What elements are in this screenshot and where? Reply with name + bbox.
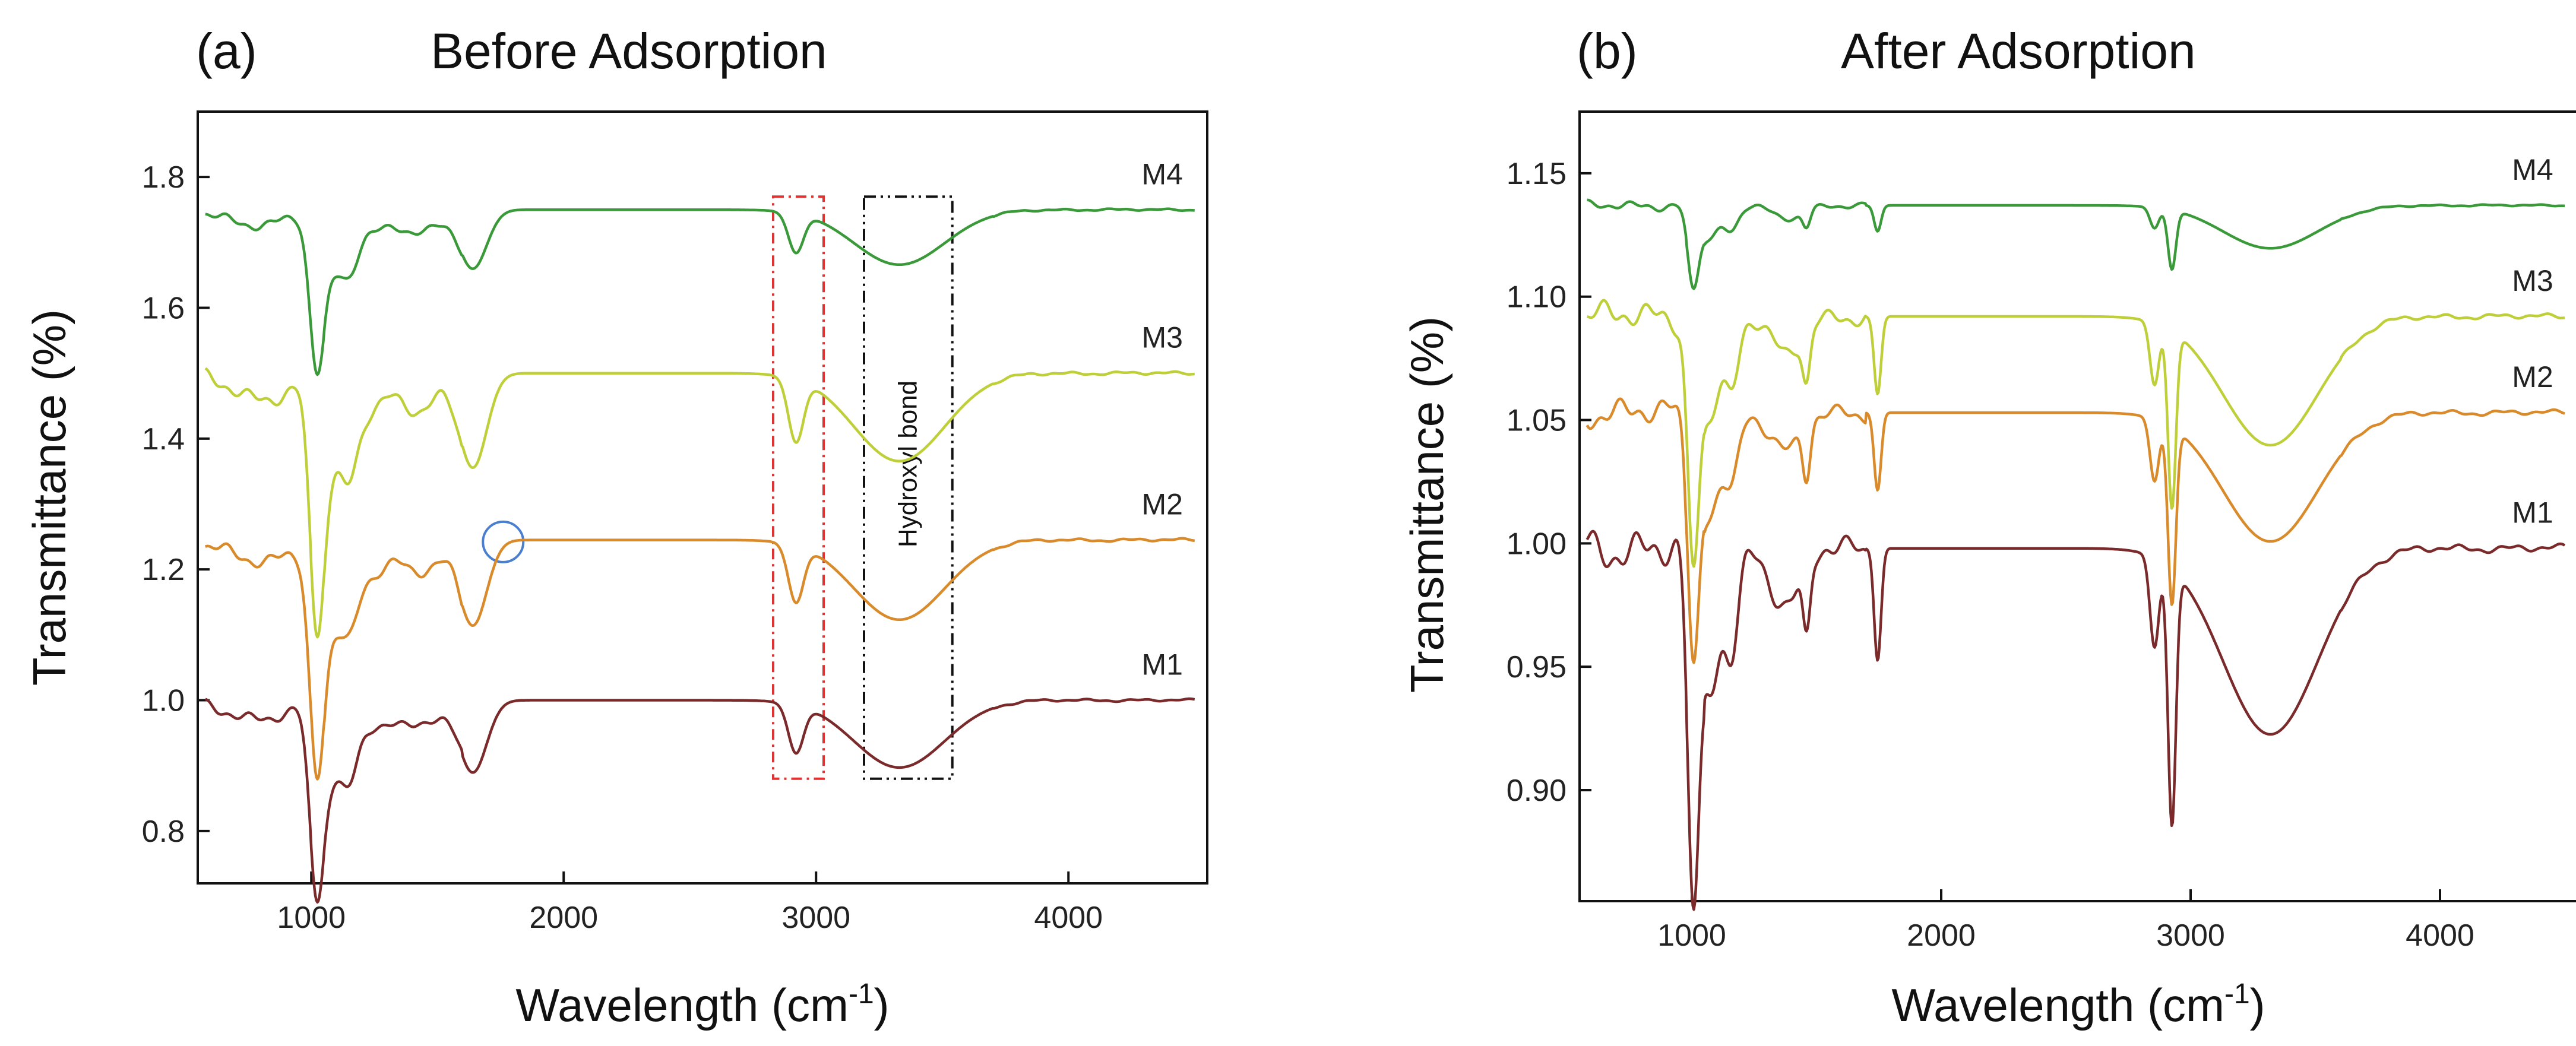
x-tick-label: 4000 — [1034, 901, 1103, 935]
series-label-m1: M1 — [2512, 496, 2553, 530]
plot-area-b: 1000 2000 3000 4000 0.90 0.95 1.00 1.05 1.10 1.15… — [1507, 153, 2566, 953]
series-label-m2: M2 — [2512, 360, 2553, 394]
x-tick-label: 3000 — [2156, 918, 2225, 953]
y-tick-label: 0.95 — [1507, 650, 1567, 684]
y-tick-label: 1.05 — [1507, 404, 1567, 438]
x-axis-title-b-sup: -1 — [2224, 978, 2250, 1010]
x-axis-title-a-sup: -1 — [849, 978, 874, 1010]
x-axis-title-b-text: Wavelength (cm — [1891, 979, 2224, 1031]
x-tick-label: 2000 — [1907, 918, 1976, 953]
panel-letter-a: (a) — [196, 23, 257, 79]
panel-title-b: After Adsorption — [1841, 23, 2196, 79]
x-axis-title-b: Wavelength (cm-1) — [1891, 978, 2265, 1031]
panel-after-adsorption: (b) After Adsorption 1000 2000 3000 4000 0.9… — [1401, 23, 2576, 1031]
panel-before-adsorption: (a) Before Adsorption 1000 2000 3000 4000 0.… — [23, 23, 1208, 1031]
plot-frame-b — [1578, 110, 2576, 902]
y-tick-label: 1.6 — [142, 291, 185, 326]
plot-area-a: 1000 2000 3000 4000 0.8 1.0 1.2 1.4 1.6 1.8 Hydrox… — [142, 157, 1195, 935]
x-tick-label: 4000 — [2406, 918, 2474, 953]
y-tick-label: 1.10 — [1507, 280, 1567, 315]
y-tick-label: 0.90 — [1507, 774, 1567, 808]
panel-title-a: Before Adsorption — [431, 23, 827, 79]
x-axis-title-a-text: Wavelength (cm — [515, 979, 849, 1031]
x-axis-title-a-close: ) — [874, 979, 890, 1031]
series-line-m3 — [204, 367, 1195, 639]
x-tick-label: 1000 — [1657, 918, 1726, 953]
y-axis-title-a: Transmittance (%) — [23, 309, 75, 686]
series-label-m3: M3 — [2512, 264, 2553, 297]
y-tick-label: 0.8 — [142, 814, 185, 849]
series-line-m1 — [1586, 530, 2566, 911]
x-axis-title-b-close: ) — [2250, 979, 2265, 1031]
series-line-m2 — [1586, 397, 2565, 664]
plot-frame-a — [197, 110, 1208, 885]
series-line-m4 — [205, 207, 1195, 376]
series-line-m2 — [204, 537, 1195, 781]
series-label-m4: M4 — [1142, 157, 1183, 191]
y-tick-label: 1.8 — [142, 160, 185, 195]
series-label-m2: M2 — [1142, 488, 1183, 521]
series-label-m4: M4 — [2512, 153, 2553, 186]
y-tick-label: 1.4 — [142, 422, 185, 457]
series-line-m3 — [1587, 299, 2565, 568]
x-tick-label: 2000 — [529, 901, 598, 935]
y-tick-label: 1.15 — [1507, 157, 1567, 191]
series-label-m3: M3 — [1142, 321, 1183, 354]
y-tick-label: 1.2 — [142, 553, 185, 587]
ch-stretch-box — [772, 195, 825, 780]
y-tick-label: 1.00 — [1507, 527, 1567, 561]
hydroxyl-bond-box — [863, 195, 954, 780]
y-axis-title-b: Transmittance (%) — [1401, 316, 1453, 693]
series-line-m4 — [1587, 198, 2565, 290]
hydroxyl-bond-label: Hydroxyl bond — [893, 381, 922, 547]
panel-letter-b: (b) — [1577, 23, 1638, 79]
highlight-circle — [482, 520, 525, 563]
x-axis-title-a: Wavelength (cm-1) — [515, 978, 889, 1031]
x-tick-label: 1000 — [277, 901, 346, 935]
y-tick-label: 1.0 — [142, 684, 185, 718]
x-tick-label: 3000 — [781, 901, 850, 935]
series-line-m1 — [205, 697, 1195, 904]
series-label-m1: M1 — [1142, 648, 1183, 682]
